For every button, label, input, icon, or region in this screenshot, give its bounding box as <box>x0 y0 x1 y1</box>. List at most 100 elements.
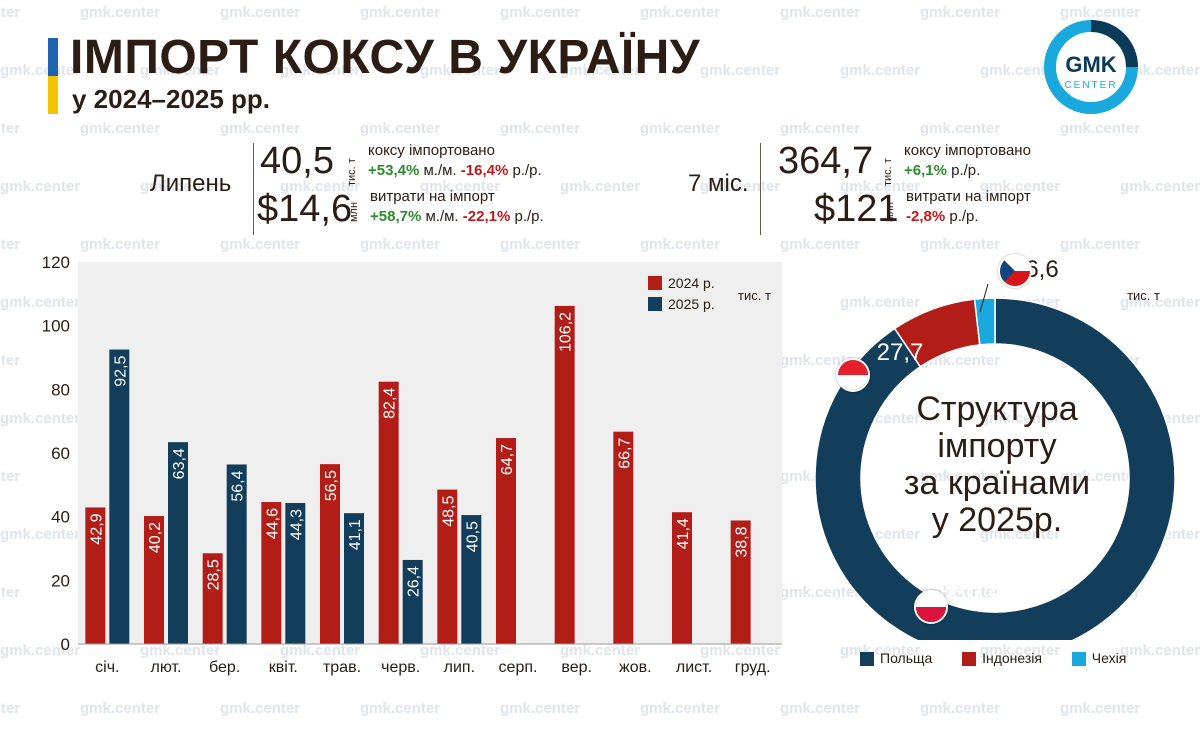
kpi-ytd-cost: $121 <box>814 188 899 230</box>
kpi-month-cost-yoy: -22,1% <box>462 208 511 225</box>
watermark-text: gmk.center <box>500 700 581 717</box>
donut-unit: тис. т <box>1127 288 1160 303</box>
bar-2025 <box>285 502 306 644</box>
kpi-month-volume-label: коксу імпортовано <box>368 142 495 159</box>
kpi-ytd-period: 7 міс. <box>688 170 749 197</box>
kpi-month-volume: 40,5 <box>260 140 334 182</box>
bar-value-label: 48,5 <box>440 496 457 527</box>
kpi-month-divider <box>253 143 254 235</box>
y-tick-label: 20 <box>51 571 70 590</box>
y-tick-label: 0 <box>61 635 70 654</box>
watermark-text: gmk.center <box>500 120 581 137</box>
kpi-ytd-cost-yoy: -2,8% <box>906 208 946 225</box>
gmk-center-logo: GMK CENTER <box>1044 20 1138 114</box>
legend-swatch-poland <box>860 652 874 667</box>
bar-2025 <box>344 513 364 644</box>
x-tick-label: груд. <box>735 659 771 676</box>
bar-value-label: 42,9 <box>88 513 105 544</box>
bar-value-label: 63,4 <box>171 448 188 479</box>
legend-label-poland: Польща <box>880 650 933 666</box>
czechia-leader-line <box>979 283 989 313</box>
bar-2024 <box>320 464 340 644</box>
kpi-ytd-volume-changes: +6,1% р./р. <box>904 162 981 179</box>
watermark-text: gmk.center <box>360 120 441 137</box>
donut-slice-poland <box>814 297 1176 640</box>
bar-value-label: 40,5 <box>464 521 481 552</box>
bar-2024 <box>378 381 399 644</box>
bar-chart-plot-area <box>78 262 782 644</box>
watermark-text: gmk.center <box>780 120 861 137</box>
bar-value-label: 64,7 <box>499 444 516 475</box>
bar-2024 <box>202 553 223 644</box>
bar-value-label: 56,5 <box>323 470 340 501</box>
watermark-text: gmk.center <box>1060 120 1141 137</box>
kpi-ytd-volume-yoy: +6,1% <box>904 162 947 179</box>
bar-value-label: 106,2 <box>558 312 575 352</box>
bar-value-label: 40,2 <box>147 522 164 553</box>
watermark-text: gmk.center <box>560 178 641 195</box>
watermark-text: gmk.center <box>220 4 301 21</box>
watermark-text: gmk.center <box>360 700 441 717</box>
bar-value-label: 92,5 <box>112 355 129 386</box>
legend-label-indonesia: Індонезія <box>982 650 1042 666</box>
y-tick-label: 80 <box>51 380 70 399</box>
watermark-text: gmk.center <box>1120 178 1200 195</box>
bar-2024 <box>730 520 751 644</box>
bar-value-label: 82,4 <box>382 388 399 419</box>
logo-text-top: GMK <box>1065 52 1116 77</box>
bar-value-label: 56,4 <box>230 470 247 501</box>
legend-swatch-2024 <box>648 276 662 290</box>
bar-value-label: 41,1 <box>347 519 364 550</box>
watermark-text: gmk.center <box>640 700 721 717</box>
bar-value-label: 38,8 <box>734 526 751 557</box>
watermark-text: gmk.center <box>220 700 301 717</box>
watermark-text: gmk.center <box>780 700 861 717</box>
kpi-month-volume-changes: +53,4% м./м. -16,4% р./р. <box>368 162 542 179</box>
kpi-month-cost-label: витрати на імпорт <box>370 188 495 205</box>
watermark-text: gmk.center <box>640 120 721 137</box>
bar-value-label: 26,4 <box>406 566 423 597</box>
watermark-text: gmk.center <box>0 700 21 717</box>
legend-swatch-2025 <box>648 297 662 311</box>
bar-2025 <box>109 349 130 644</box>
legend-swatch-czechia <box>1071 652 1086 667</box>
y-tick-label: 40 <box>51 508 70 527</box>
watermark-text: gmk.center <box>640 4 721 21</box>
kpi-ytd-volume-unit: тис. т <box>882 158 894 186</box>
czechia-flag-icon <box>998 254 1032 288</box>
donut-title-line: у 2025р. <box>932 501 1062 539</box>
bar-chart: 0 20 40 60 80 100 120 42,9 92,5 40,2 63,4 28,5 56,4… <box>42 253 782 676</box>
bar-value-label: 66,7 <box>616 438 633 469</box>
watermark-text: gmk.center <box>840 62 921 79</box>
watermark-text: gmk.center <box>0 62 81 79</box>
donut-value-label: 330,4 <box>937 576 1002 606</box>
bar-2024 <box>144 516 164 644</box>
legend-label-czechia: Чехія <box>1091 650 1127 666</box>
watermark-text: gmk.center <box>920 700 1001 717</box>
kpi-ytd-volume-label: коксу імпортовано <box>904 142 1031 159</box>
y-tick-label: 120 <box>42 253 70 272</box>
kpi-month-volume-unit: тис. т <box>346 158 358 186</box>
y-tick-label: 60 <box>51 444 70 463</box>
donut-title-line: за країнами <box>904 464 1090 502</box>
kpi-ytd-volume: 364,7 <box>778 140 874 182</box>
y-tick-label: 100 <box>42 317 70 336</box>
donut-title-line: імпорту <box>937 427 1056 465</box>
kpi-month-cost-unit: млн <box>348 201 360 222</box>
indonesia-flag-icon <box>836 358 870 392</box>
bar-2024 <box>437 489 458 644</box>
bar-2024 <box>613 431 634 644</box>
bar-value-label: 44,6 <box>264 508 281 539</box>
kpi-month-volume-yoy: -16,4% <box>460 162 509 179</box>
donut-value-label: 27,7 <box>877 339 924 366</box>
watermark-text: gmk.center <box>0 120 21 137</box>
watermark-text: gmk.center <box>80 4 161 21</box>
donut-slice-czechia <box>973 297 996 346</box>
x-tick-label: лист. <box>676 659 712 676</box>
bar-2024 <box>261 502 282 644</box>
watermark-text: gmk.center <box>80 700 161 717</box>
watermark-text: gmk.center <box>500 4 581 21</box>
bar-value-label: 44,3 <box>288 509 305 540</box>
watermark-text: gmk.center <box>0 178 81 195</box>
bar-2025 <box>226 464 247 644</box>
